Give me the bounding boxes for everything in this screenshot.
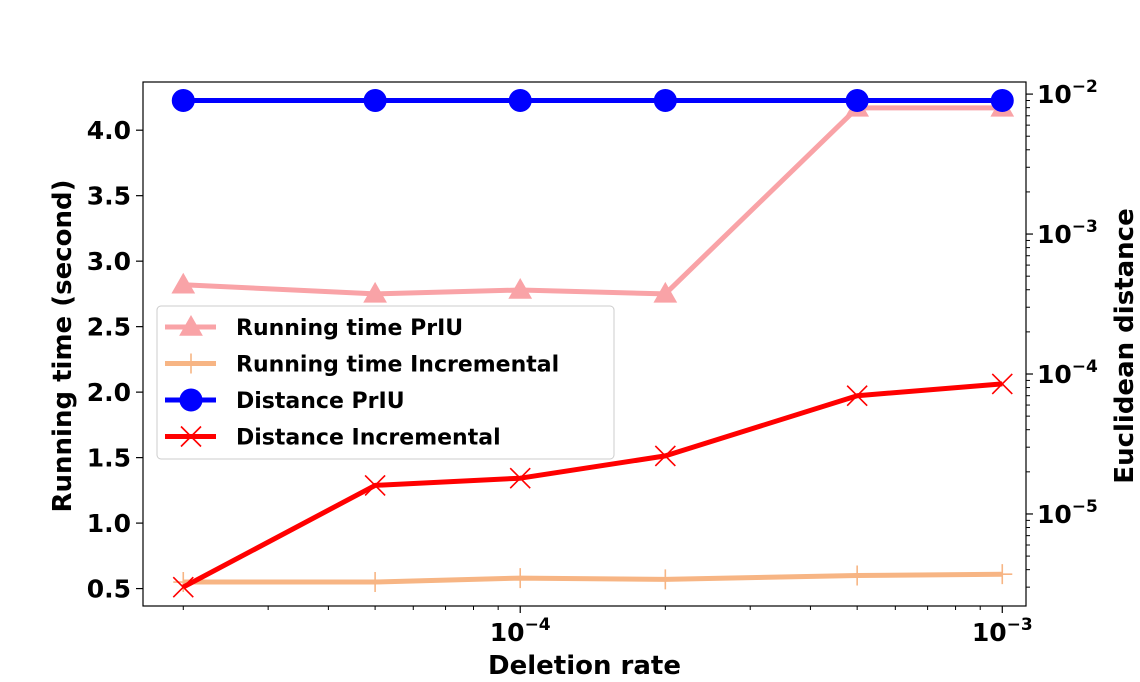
y-left-tick-label-1: 0.5 xyxy=(87,575,131,604)
y-left-tick-label-8: 4.0 xyxy=(87,116,131,145)
data-point-s3-4 xyxy=(653,88,677,112)
data-point-s1-2 xyxy=(363,281,387,303)
legend-marker-2 xyxy=(181,353,201,374)
data-point-s3-1 xyxy=(171,88,195,112)
data-point-s3-3 xyxy=(508,88,532,112)
data-point-s1-3 xyxy=(508,277,533,299)
y-right-tick-label-3: 10−3 xyxy=(1037,217,1098,249)
y-left-tick-label-3: 1.5 xyxy=(87,444,131,473)
data-point-s2-4 xyxy=(655,569,676,590)
legend-label-4: Distance Incremental xyxy=(236,426,501,451)
y-right-tick-label-4: 10−2 xyxy=(1037,77,1098,109)
x-axis-label: Deletion rate xyxy=(488,651,681,681)
series-line-4 xyxy=(182,381,1003,590)
data-point-s4-3 xyxy=(509,467,531,489)
y-left-axis-label: Running time (second) xyxy=(48,179,78,512)
legend-marker-3 xyxy=(179,388,203,412)
y-right-tick-label-1: 10−5 xyxy=(1037,497,1098,529)
y-left-tick-label-2: 1.0 xyxy=(87,509,131,538)
data-point-s2-2 xyxy=(365,572,386,593)
y-left-tick-label-7: 3.5 xyxy=(87,182,131,211)
y-left-tick-label-4: 2.0 xyxy=(87,378,131,407)
x-tick-label-2: 10−3 xyxy=(972,615,1033,647)
axes: 10−4 10−3 0.5 1.0 1.5 2.0 2.5 3.0 3.5 4.0 10−5 10−4… xyxy=(48,77,1140,681)
legend: Running time PrIU Running time Incrementa… xyxy=(156,305,615,460)
data-point-s2-6 xyxy=(992,564,1013,585)
data-point-s3-6 xyxy=(990,88,1014,112)
y-right-axis-label: Euclidean distance xyxy=(1110,208,1140,483)
series-line-1 xyxy=(183,105,1003,297)
legend-marker-4 xyxy=(180,425,202,448)
legend-label-3: Distance PrIU xyxy=(236,389,405,414)
data-point-s4-4 xyxy=(654,445,676,467)
data-point-s2-5 xyxy=(847,565,868,586)
data-point-s2-3 xyxy=(510,568,531,589)
data-point-s4-2 xyxy=(364,474,386,496)
data-point-s4-5 xyxy=(846,385,868,407)
data-point-s3-2 xyxy=(363,88,387,112)
data-point-s3-5 xyxy=(845,88,869,112)
data-point-s4-1 xyxy=(172,576,194,598)
data-point-s1-4 xyxy=(653,281,678,303)
data-point-s4-6 xyxy=(991,373,1013,395)
x-tick-label-1: 10−4 xyxy=(490,615,551,647)
plot-area xyxy=(171,88,1015,598)
legend-box xyxy=(156,305,615,460)
series-line-2 xyxy=(183,571,1003,585)
y-left-tick-label-5: 2.5 xyxy=(87,313,131,342)
plot-frame xyxy=(142,81,1027,607)
y-left-tick-label-6: 3.0 xyxy=(87,247,131,276)
legend-label-2: Running time Incremental xyxy=(236,353,559,378)
data-point-s1-1 xyxy=(171,272,196,294)
y-right-tick-label-2: 10−4 xyxy=(1037,357,1098,389)
legend-label-1: Running time PrIU xyxy=(236,316,463,341)
legend-marker-1 xyxy=(179,314,203,336)
